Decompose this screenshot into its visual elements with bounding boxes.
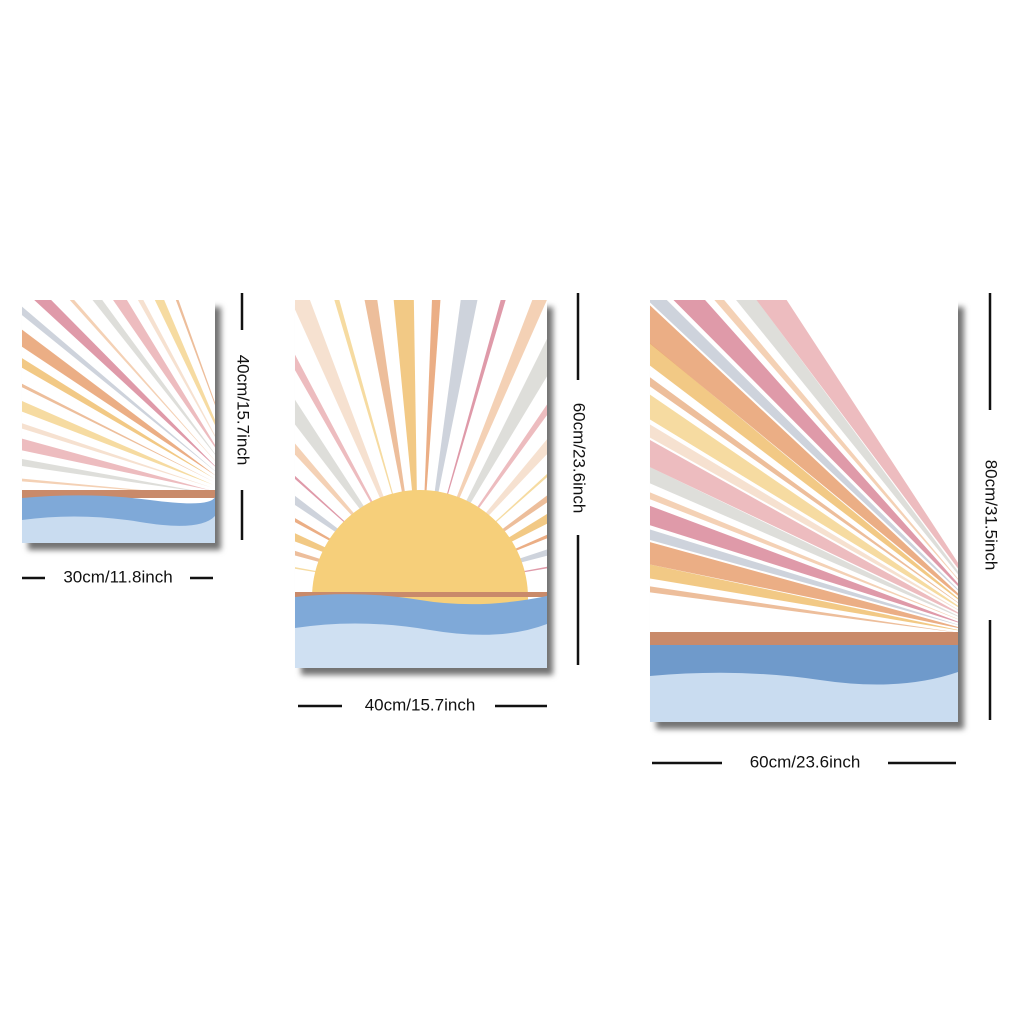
sun-ray bbox=[650, 586, 958, 633]
shore bbox=[650, 632, 958, 645]
sea-foam bbox=[22, 516, 215, 543]
sun-ray bbox=[650, 343, 958, 600]
sun-ray bbox=[756, 300, 958, 569]
sun-ray bbox=[334, 300, 409, 552]
sea-foam bbox=[650, 672, 958, 722]
shore bbox=[22, 490, 215, 498]
sun-ray bbox=[443, 404, 547, 558]
sun-ray bbox=[650, 300, 958, 591]
sun-ray bbox=[22, 383, 215, 483]
sun-ray bbox=[364, 300, 414, 551]
sun-ray bbox=[650, 394, 958, 608]
sun-ray bbox=[650, 377, 958, 603]
sun-ray bbox=[422, 300, 441, 551]
sun-ray bbox=[295, 300, 405, 554]
height-label: 60cm/23.6inch bbox=[570, 403, 589, 514]
poster-art bbox=[650, 300, 958, 722]
sun-ray bbox=[714, 300, 958, 580]
width-label: 40cm/15.7inch bbox=[365, 695, 476, 714]
sun-ray bbox=[393, 300, 418, 551]
sun-ray bbox=[650, 466, 958, 617]
dimension-lines bbox=[22, 293, 992, 765]
sun-ray bbox=[92, 300, 215, 455]
sun-ray bbox=[435, 300, 547, 554]
sun-ray bbox=[22, 438, 212, 491]
sun-ray bbox=[650, 492, 958, 620]
sea-foam bbox=[295, 623, 547, 668]
sun-ray bbox=[154, 300, 215, 426]
sun-ray bbox=[650, 505, 958, 623]
sun-ray bbox=[650, 424, 958, 611]
sun-ray bbox=[175, 300, 215, 406]
sun-ray bbox=[34, 300, 215, 467]
sun-ray bbox=[650, 440, 958, 614]
sun-ray bbox=[650, 564, 958, 631]
sun-ray bbox=[426, 300, 478, 551]
height-label: 80cm/31.5inch bbox=[982, 460, 1001, 571]
sun-ray bbox=[22, 306, 215, 472]
sun-ray bbox=[22, 458, 211, 494]
poster-art bbox=[295, 300, 547, 668]
height-label: 40cm/15.7inch bbox=[234, 355, 253, 466]
sun-ray bbox=[22, 423, 212, 488]
sun-ray bbox=[650, 529, 958, 626]
sun-ray bbox=[431, 300, 506, 552]
sun-ray bbox=[673, 300, 958, 587]
sun-ray bbox=[650, 542, 958, 628]
sun-ray bbox=[113, 300, 215, 448]
width-label: 30cm/11.8inch bbox=[63, 567, 172, 586]
sun-ray bbox=[650, 305, 958, 596]
sun-ray bbox=[22, 358, 215, 479]
shore bbox=[295, 592, 547, 597]
sun-ray bbox=[137, 300, 215, 437]
poster-art bbox=[22, 300, 215, 543]
sun-ray bbox=[22, 329, 215, 476]
width-label: 60cm/23.6inch bbox=[750, 752, 861, 771]
sun-ray bbox=[69, 300, 215, 461]
sun-ray bbox=[736, 300, 958, 575]
